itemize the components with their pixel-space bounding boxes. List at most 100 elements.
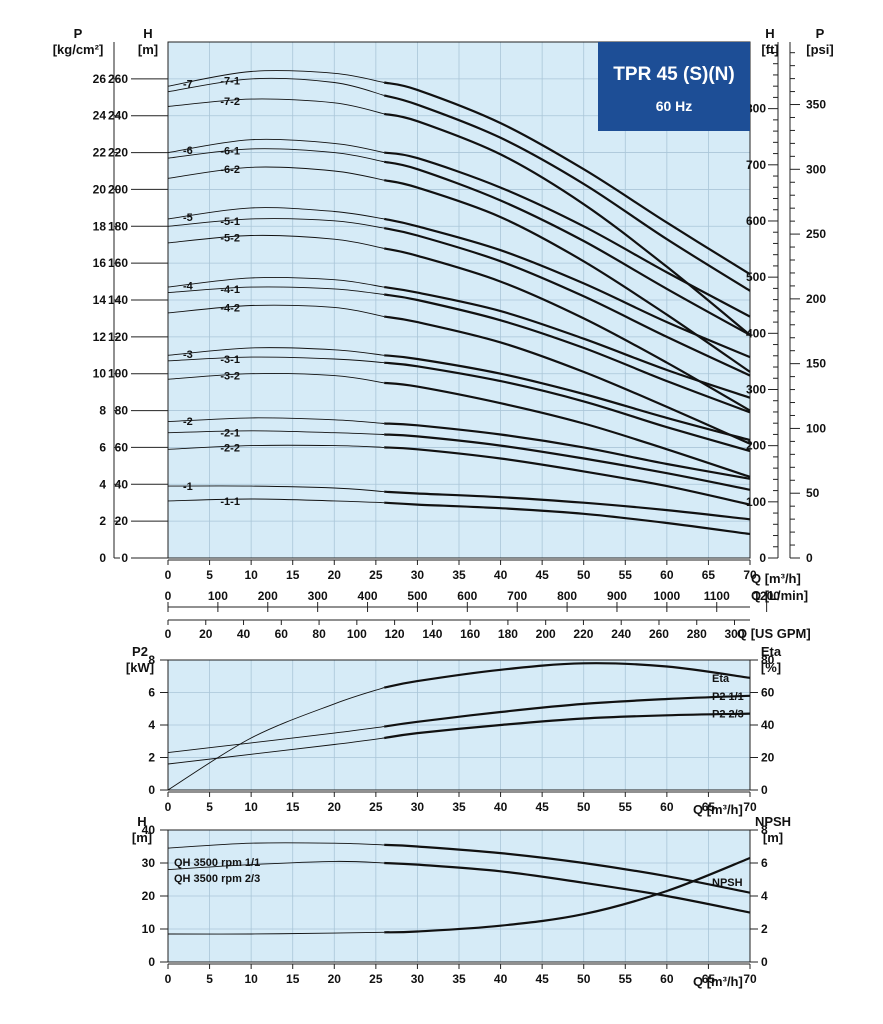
curve-7-1-line (383, 94, 751, 292)
curve-1-1-label: -1-1 (220, 496, 240, 508)
q-m3h-tick-label: 55 (619, 568, 633, 582)
curve-7-2-line-thin (167, 98, 385, 115)
curve-7-line-thin (167, 70, 385, 87)
q-tick-label: 0 (165, 800, 172, 814)
left-axis-unit: [kW] (126, 660, 154, 675)
curve-7-line (383, 81, 751, 276)
q-m3h-axis-label: Q [m³/h] (751, 571, 801, 586)
q-tick-label: 55 (619, 800, 633, 814)
q-m3h-tick-label: 40 (494, 568, 508, 582)
left-tick-label: 2 (148, 751, 155, 765)
q-lmin-tick-label: 600 (457, 589, 477, 603)
h-tick-label: 20 (115, 514, 129, 528)
curve-2-1-label: -2-1 (220, 428, 240, 440)
q-usgpm-tick-label: 140 (422, 627, 442, 641)
q-m3h-tick-label: 15 (286, 568, 300, 582)
curve-qh-3500-rpm-1-1-line (384, 843, 751, 894)
curve-p2-2-3-line-thin (167, 737, 385, 765)
q-tick-label: 10 (244, 800, 258, 814)
q-tick-label: 30 (411, 972, 425, 986)
curve-4-line-thin (167, 277, 385, 288)
curve-6-line (384, 151, 751, 318)
ft-tick-label: 300 (746, 382, 766, 396)
curve-6-line-thin (167, 138, 385, 154)
ft-tick-label: 0 (759, 551, 766, 565)
h-tick-label: 0 (121, 551, 128, 565)
curve-3-1-line (384, 361, 751, 453)
right-axis-unit: [m] (763, 830, 783, 845)
q-tick-label: 65 (702, 800, 716, 814)
right-tick-label: 80 (761, 653, 775, 667)
curve-2-label: -2 (183, 416, 193, 428)
curve-2-1-line-thin (167, 430, 385, 435)
q-m3h-tick-label: 0 (165, 568, 172, 582)
curve-5-line-thin (167, 207, 385, 220)
q-tick-label: 5 (206, 800, 213, 814)
ft-tick-label: 100 (746, 495, 766, 509)
curve-4-2-label: -4-2 (220, 302, 240, 314)
curve-3-2-label: -3-2 (220, 371, 240, 383)
right-tick-label: 60 (761, 686, 775, 700)
q-usgpm-tick-label: 220 (573, 627, 593, 641)
q-m3h-tick-label: 45 (535, 568, 549, 582)
p-tick-label: 0 (99, 551, 106, 565)
ft-axis-title: H (765, 26, 774, 41)
curve-eta-line-thin (167, 687, 385, 791)
curve-3-2-line (384, 381, 751, 478)
left-tick-label: 4 (148, 718, 155, 732)
curve-p2-1-1-line (384, 694, 751, 728)
right-tick-label: 20 (761, 751, 775, 765)
h-tick-label: 80 (115, 404, 129, 418)
ft-tick-label: 800 (746, 102, 766, 116)
q-usgpm-tick-label: 160 (460, 627, 480, 641)
q-tick-label: 35 (452, 800, 466, 814)
curve-2-2-line (384, 446, 751, 506)
left-tick-label: 20 (142, 889, 156, 903)
curve-qh-3500-rpm-1-1-line-thin (167, 842, 385, 849)
q-tick-label: 30 (411, 800, 425, 814)
q-usgpm-tick-label: 280 (687, 627, 707, 641)
left-tick-label: 10 (142, 922, 156, 936)
curve-2-line (384, 422, 751, 480)
q-usgpm-tick-label: 80 (312, 627, 326, 641)
q-m3h-tick-label: 20 (328, 568, 342, 582)
q-tick-label: 0 (165, 972, 172, 986)
curve-npsh-label: NPSH (712, 877, 743, 889)
curve-3-1-line-thin (167, 356, 385, 364)
p-tick-label: 16 (93, 256, 107, 270)
left-tick-label: 30 (142, 856, 156, 870)
q-tick-label: 70 (743, 800, 757, 814)
right-tick-label: 6 (761, 856, 768, 870)
q-tick-label: 10 (244, 972, 258, 986)
curve-qh-3500-rpm-2-3-line (384, 861, 751, 914)
q-lmin-tick-label: 100 (208, 589, 228, 603)
psi-tick-label: 100 (806, 421, 826, 435)
right-tick-label: 0 (761, 783, 768, 797)
q-tick-label: 60 (660, 972, 674, 986)
q-lmin-tick-label: 1200 (753, 589, 780, 603)
h-axis-unit: [m] (138, 42, 158, 57)
curve-p2-2-3-line (384, 712, 751, 740)
q-tick-label: 25 (369, 972, 383, 986)
curve-5-1-line (383, 227, 751, 377)
curve-2-1-line (384, 433, 751, 491)
curve-eta-label: Eta (712, 673, 730, 685)
q-tick-label: 40 (494, 800, 508, 814)
q-axis-label: Q [m³/h] (693, 974, 743, 989)
p-tick-label: 10 (93, 367, 107, 381)
q-lmin-tick-label: 800 (557, 589, 577, 603)
q-usgpm-tick-label: 100 (347, 627, 367, 641)
q-tick-label: 45 (535, 800, 549, 814)
psi-axis-title: P (816, 26, 825, 41)
q-lmin-tick-label: 900 (607, 589, 627, 603)
curve-1-1-line-thin (167, 498, 385, 504)
left-tick-label: 8 (148, 653, 155, 667)
q-m3h-tick-label: 50 (577, 568, 591, 582)
p-tick-label: 18 (93, 219, 107, 233)
q-usgpm-tick-label: 120 (385, 627, 405, 641)
psi-tick-label: 300 (806, 162, 826, 176)
p-axis-title: P (74, 26, 83, 41)
left-tick-label: 40 (142, 823, 156, 837)
p-tick-label: 26 (93, 72, 107, 86)
